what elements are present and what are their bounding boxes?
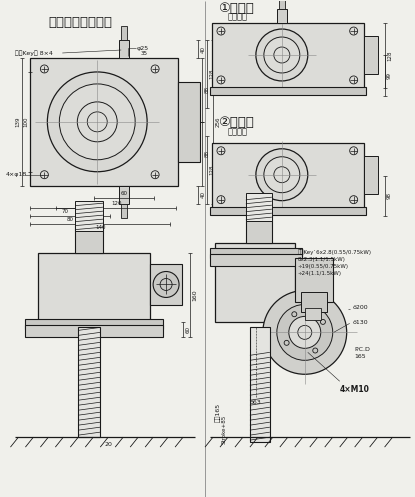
Text: 40: 40 xyxy=(200,191,205,198)
Text: 160: 160 xyxy=(193,289,198,301)
Text: ÷24(1.1/1.5kW): ÷24(1.1/1.5kW) xyxy=(298,271,342,276)
Bar xyxy=(150,263,182,306)
Text: 35: 35 xyxy=(140,52,147,57)
Bar xyxy=(364,156,378,194)
Bar xyxy=(295,257,333,303)
Circle shape xyxy=(277,305,333,360)
Text: 80: 80 xyxy=(67,217,74,222)
Bar xyxy=(25,320,163,330)
Bar xyxy=(246,215,272,243)
Bar xyxy=(38,252,150,323)
Bar xyxy=(212,143,364,208)
Text: ö63: ö63 xyxy=(250,400,262,405)
Text: 双入力（标准型）: 双入力（标准型） xyxy=(48,15,112,28)
Text: 165: 165 xyxy=(355,354,366,359)
Bar xyxy=(210,248,302,257)
Text: φ25: φ25 xyxy=(136,46,148,51)
Bar xyxy=(121,204,127,218)
Circle shape xyxy=(153,271,179,297)
Text: 139: 139 xyxy=(15,117,20,127)
Text: 行程165: 行程165 xyxy=(215,403,221,422)
Text: 键槽Key`6x2.8(0.55/0.75kW): 键槽Key`6x2.8(0.55/0.75kW) xyxy=(298,250,372,255)
Text: 4×M10: 4×M10 xyxy=(340,385,370,394)
Text: 128: 128 xyxy=(210,165,215,175)
Text: 140: 140 xyxy=(95,225,105,230)
Text: 88: 88 xyxy=(205,86,210,93)
Bar xyxy=(364,36,378,74)
Circle shape xyxy=(263,290,347,374)
Bar xyxy=(305,309,321,321)
Bar xyxy=(78,328,100,437)
Text: 98: 98 xyxy=(387,192,392,199)
Bar xyxy=(75,201,103,231)
Text: 键槽Key） 8×4: 键槽Key） 8×4 xyxy=(15,50,53,56)
Text: 60: 60 xyxy=(121,191,128,196)
Text: 60: 60 xyxy=(186,327,190,333)
Text: 99: 99 xyxy=(387,72,392,79)
Bar xyxy=(210,253,302,265)
Text: 双入右则: 双入右则 xyxy=(228,12,248,21)
Text: 100: 100 xyxy=(23,117,28,127)
Circle shape xyxy=(264,37,300,73)
Bar xyxy=(121,26,127,40)
Bar xyxy=(210,207,366,215)
Bar xyxy=(212,23,364,88)
Text: 128: 128 xyxy=(387,50,392,61)
Text: 单入右则: 单入右则 xyxy=(228,127,248,136)
Text: P.C.D: P.C.D xyxy=(355,347,371,352)
Text: ①直联式: ①直联式 xyxy=(218,1,254,14)
Text: 4×φ18: 4×φ18 xyxy=(5,172,27,177)
Bar xyxy=(246,193,272,221)
Text: ②直联式: ②直联式 xyxy=(218,116,254,129)
Text: 128: 128 xyxy=(210,69,215,79)
Circle shape xyxy=(59,84,135,160)
Text: ÷19(0.55/0.75kW): ÷19(0.55/0.75kW) xyxy=(298,264,349,269)
Text: 40: 40 xyxy=(200,46,205,53)
Bar xyxy=(178,82,200,162)
Bar xyxy=(277,9,287,23)
Bar xyxy=(25,326,163,337)
Bar xyxy=(210,87,366,95)
Circle shape xyxy=(289,317,321,348)
Text: 70: 70 xyxy=(62,209,69,214)
Bar xyxy=(30,58,178,186)
Text: ö130: ö130 xyxy=(353,320,368,325)
Bar xyxy=(75,225,103,252)
Bar xyxy=(215,243,295,323)
Bar xyxy=(250,328,270,442)
Bar xyxy=(301,292,327,313)
Bar xyxy=(119,186,129,204)
Bar xyxy=(279,0,285,9)
Circle shape xyxy=(264,157,300,193)
Circle shape xyxy=(256,29,308,81)
Text: ö200: ö200 xyxy=(353,305,368,310)
Text: 88: 88 xyxy=(205,150,210,157)
Circle shape xyxy=(256,149,308,201)
Text: 20: 20 xyxy=(104,442,112,447)
Text: 120: 120 xyxy=(111,201,122,206)
Circle shape xyxy=(47,72,147,172)
Text: 8x2.3(1.1/1.5kW): 8x2.3(1.1/1.5kW) xyxy=(298,257,346,262)
Text: 256: 256 xyxy=(215,117,220,127)
Bar xyxy=(119,40,129,58)
Text: Stroke+85: Stroke+85 xyxy=(222,414,227,444)
